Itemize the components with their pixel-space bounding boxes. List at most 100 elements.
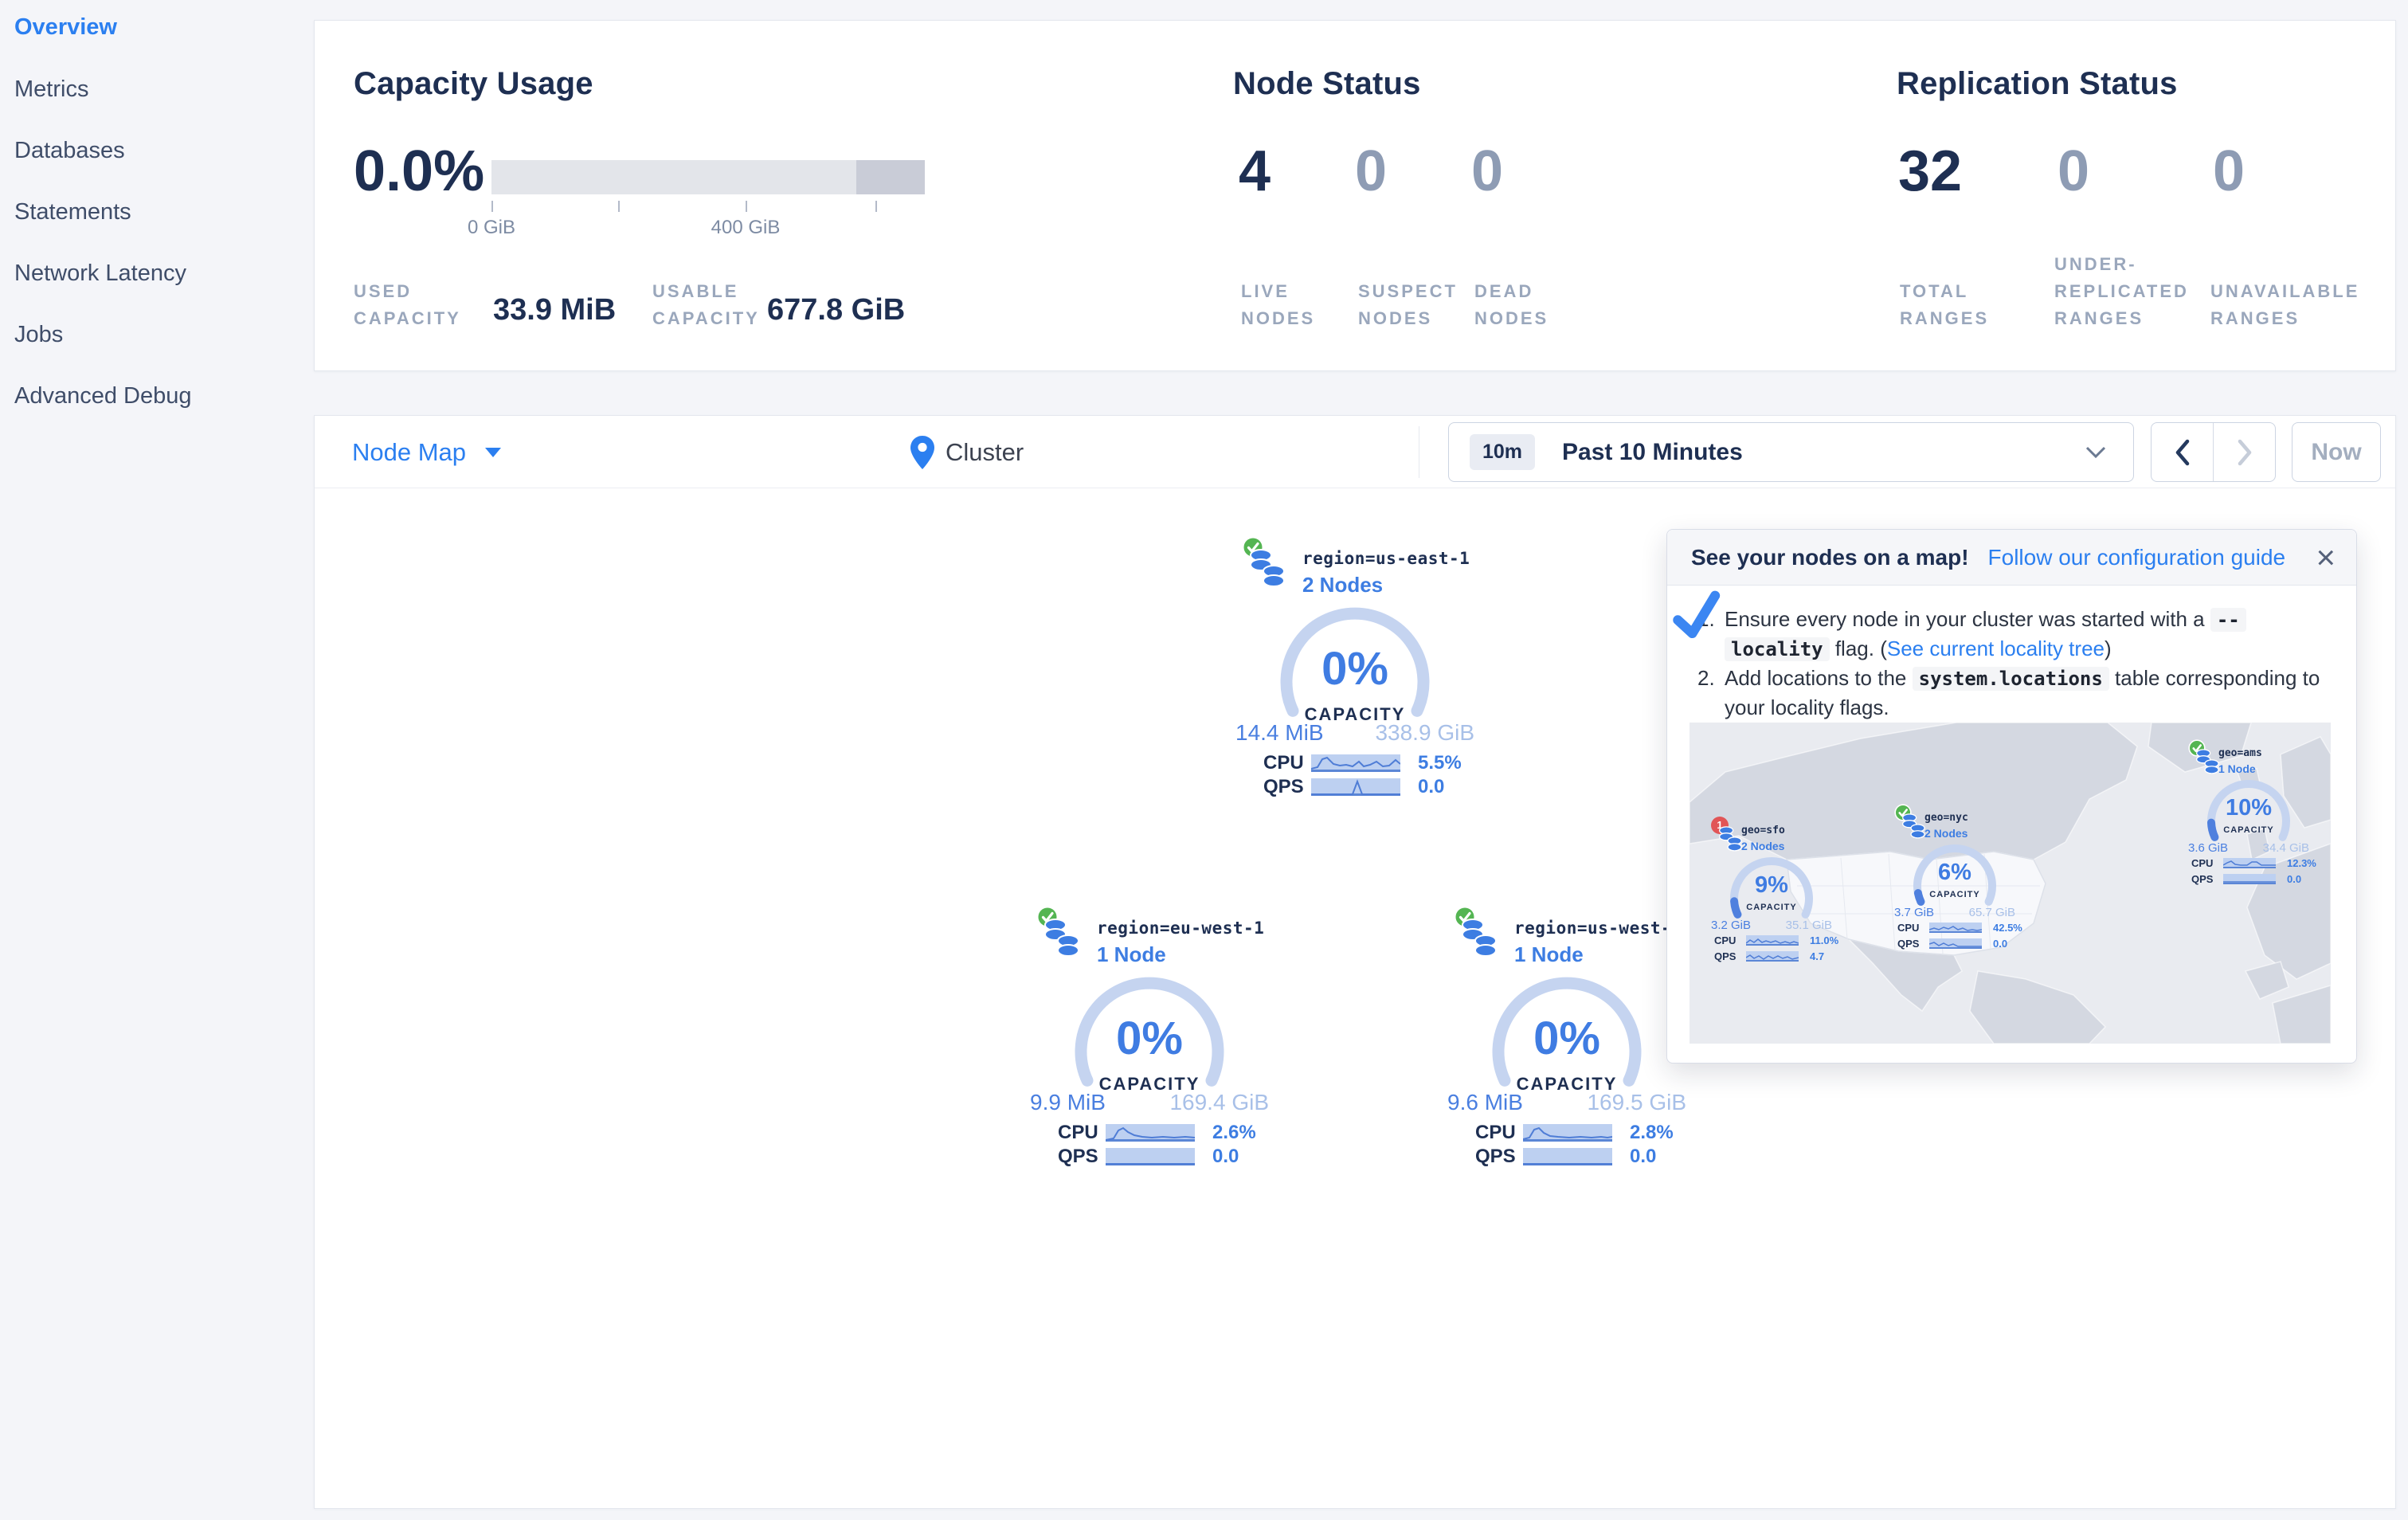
breadcrumb[interactable]: Cluster [910,416,1024,488]
map-toolbar: Node Map Cluster 10m Past 10 Minutes [315,416,2395,488]
node-map-setup-popup: See your nodes on a map! Follow our conf… [1666,529,2357,1064]
capacity-bar [491,160,925,194]
replication-status-title: Replication Status [1897,66,2178,101]
sidebar-item-databases[interactable]: Databases [14,138,125,163]
qps-sparkline [2223,874,2276,884]
qps-row: QPS 0.0 [1475,1146,1657,1167]
dead-nodes-label: DEAD NODES [1474,281,1549,328]
gauge-label: CAPACITY [2223,825,2274,835]
sidebar-item-overview[interactable]: Overview [14,14,117,40]
used-capacity-value: 33.9 MiB [493,293,617,327]
region-name: region=us-west-1 [1514,919,1682,938]
sidebar-item-statements[interactable]: Statements [14,199,131,225]
chevron-down-icon [485,447,502,457]
cpu-sparkline [1105,1124,1196,1142]
gauge-arc [1075,977,1224,1087]
qps-sparkline [1311,778,1400,796]
region-name: region=us-east-1 [1302,549,1470,568]
time-back-button[interactable] [2152,423,2213,481]
qps-row: QPS 0.0 [1897,938,2008,950]
capacity-percent: 0.0% [354,139,485,203]
cpu-row: CPU 2.8% [1475,1122,1674,1143]
qps-sparkline [1106,1148,1195,1165]
cluster-summary-panel: Capacity Usage 0.0% 0 GiB 400 GiB USED CA… [314,20,2396,371]
region-nodes-link[interactable]: 1 Node [1097,942,1166,966]
gauge-arc [1492,977,1642,1087]
capacity-values: 3.2 GiB 35.1 GiB [1711,919,1832,932]
locality-nodes-link: 1 Node [2218,762,2256,775]
sidebar-item-metrics[interactable]: Metrics [14,76,89,102]
gauge-label: CAPACITY [1304,704,1406,724]
region-nodes-link[interactable]: 2 Nodes [1302,573,1384,597]
locality-name: geo=nyc [1924,812,1968,824]
gauge-label: CAPACITY [1516,1074,1618,1094]
qps-row: QPS 4.7 [1714,950,1825,962]
locality-tree-link[interactable]: See current locality tree [1886,637,2105,660]
cpu-sparkline [1928,923,1983,933]
breadcrumb-label: Cluster [946,437,1024,466]
example-node-map-image: 1 geo=sfo 2 Nodes 9% CAPACITY 3.2 GiB 35.… [1690,723,2331,1044]
region-card-eu-west-1: region=eu-west-1 1 Node 0% CAPACITY 9.9 … [1022,906,1277,1177]
sidebar: Overview Metrics Databases Statements Ne… [0,0,312,1520]
world-map-graphic [1690,723,2331,1044]
suspect-nodes-count: 0 [1355,139,1388,203]
region-card-us-east-1: region=us-east-1 2 Nodes 0% CAPACITY 14.… [1227,536,1482,807]
qps-row: QPS 0.0 [1058,1146,1239,1167]
close-icon[interactable]: × [2316,538,2336,576]
time-step-buttons [2151,422,2276,482]
configuration-guide-link[interactable]: Follow our configuration guide [1987,544,2286,570]
popup-title: See your nodes on a map! [1691,544,1969,570]
time-forward-button[interactable] [2213,423,2275,481]
capacity-values: 9.9 MiB 169.4 GiB [1030,1090,1269,1115]
view-mode-dropdown[interactable]: Node Map [352,416,502,488]
capacity-tick [746,201,747,212]
time-range-label: Past 10 Minutes [1562,438,1743,465]
qps-row: QPS 0.0 [2191,873,2302,885]
gauge-percent: 10% [2225,795,2273,821]
dead-nodes-count: 0 [1471,139,1504,203]
qps-row: QPS 0.0 [1263,776,1445,797]
capacity-tick [491,201,493,212]
sidebar-item-jobs[interactable]: Jobs [14,322,64,347]
sidebar-item-network-latency[interactable]: Network Latency [14,261,186,286]
capacity-values: 3.6 GiB 34.4 GiB [2188,841,2309,855]
time-range-badge: 10m [1470,434,1536,470]
gauge-percent: 9% [1755,872,1788,898]
now-button[interactable]: Now [2292,422,2381,482]
gauge-percent: 6% [1938,860,1971,885]
region-name: region=eu-west-1 [1097,919,1265,938]
capacity-tick-label: 0 GiB [467,217,516,238]
gauge-arc [1913,844,1996,906]
gauge-arc [1730,857,1813,919]
database-nodes-icon [2196,749,2219,774]
sidebar-item-advanced-debug[interactable]: Advanced Debug [14,383,192,409]
chevron-right-icon [2238,439,2251,465]
chevron-down-icon [2085,446,2106,458]
total-ranges-label: TOTAL RANGES [1900,281,1990,328]
popup-header: See your nodes on a map! Follow our conf… [1667,530,2356,586]
view-mode-label: Node Map [352,437,467,466]
capacity-gauge: 0% CAPACITY [1275,602,1435,762]
database-nodes-icon [1250,549,1285,587]
locality-name: geo=sfo [1741,825,1785,836]
capacity-bar-other-segment [856,160,925,194]
time-range-select[interactable]: 10m Past 10 Minutes [1448,422,2134,482]
cpu-row: CPU 2.6% [1058,1122,1256,1143]
capacity-values: 14.4 MiB 338.9 GiB [1235,720,1474,745]
qps-sparkline [1745,951,1799,962]
qps-sparkline [1523,1148,1612,1165]
cpu-sparkline [1745,935,1799,946]
location-pin-icon [910,435,934,469]
gauge-label: CAPACITY [1746,903,1797,912]
gauge-percent: 0% [1533,1013,1600,1064]
cpu-row: CPU 11.0% [1714,934,1839,946]
region-nodes-link[interactable]: 1 Node [1514,942,1584,966]
big-check-icon [1673,590,1721,639]
popup-instructions: 1. Ensure every node in your cluster was … [1697,607,2320,719]
usable-capacity-value: 677.8 GiB [767,293,906,327]
database-nodes-icon [1902,813,1925,839]
capacity-gauge: 0% CAPACITY [1070,972,1229,1131]
live-nodes-label: LIVE NODES [1241,281,1316,328]
node-status-title: Node Status [1233,66,1421,101]
cpu-row: CPU 5.5% [1263,752,1462,774]
